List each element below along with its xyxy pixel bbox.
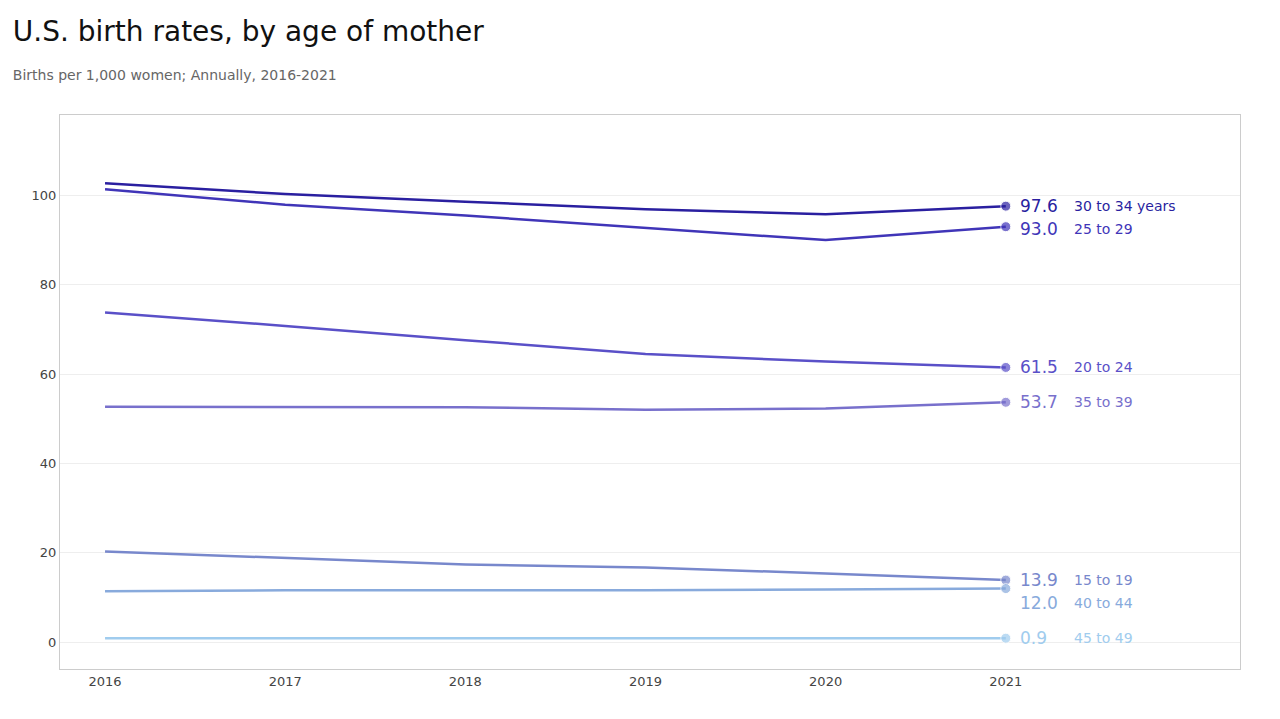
svg-text:97.6: 97.6 <box>1020 196 1058 216</box>
svg-text:Births per 1,000 women; Annual: Births per 1,000 women; Annually, 2016-2… <box>13 67 337 83</box>
svg-text:2016: 2016 <box>88 674 121 689</box>
svg-text:12.0: 12.0 <box>1020 593 1058 613</box>
svg-text:2018: 2018 <box>449 674 482 689</box>
svg-text:30 to 34 years: 30 to 34 years <box>1074 198 1176 214</box>
svg-text:40 to 44: 40 to 44 <box>1074 595 1133 611</box>
svg-text:0: 0 <box>48 635 56 650</box>
svg-text:2020: 2020 <box>809 674 842 689</box>
svg-text:61.5: 61.5 <box>1020 357 1058 377</box>
svg-text:0.9: 0.9 <box>1020 628 1047 648</box>
svg-text:93.0: 93.0 <box>1020 219 1058 239</box>
svg-text:2017: 2017 <box>269 674 302 689</box>
svg-text:53.7: 53.7 <box>1020 392 1058 412</box>
svg-text:13.9: 13.9 <box>1020 570 1058 590</box>
svg-text:20 to 24: 20 to 24 <box>1074 359 1133 375</box>
svg-text:25 to 29: 25 to 29 <box>1074 221 1133 237</box>
svg-text:15 to 19: 15 to 19 <box>1074 572 1133 588</box>
svg-text:40: 40 <box>40 456 57 471</box>
svg-text:60: 60 <box>40 367 57 382</box>
svg-text:80: 80 <box>40 277 57 292</box>
svg-text:20: 20 <box>40 545 57 560</box>
svg-text:45 to 49: 45 to 49 <box>1074 630 1133 646</box>
svg-text:100: 100 <box>32 188 57 203</box>
svg-text:U.S. birth rates, by age of mo: U.S. birth rates, by age of mother <box>13 15 484 48</box>
svg-text:2019: 2019 <box>629 674 662 689</box>
svg-text:35 to 39: 35 to 39 <box>1074 394 1133 410</box>
svg-text:2021: 2021 <box>989 674 1022 689</box>
